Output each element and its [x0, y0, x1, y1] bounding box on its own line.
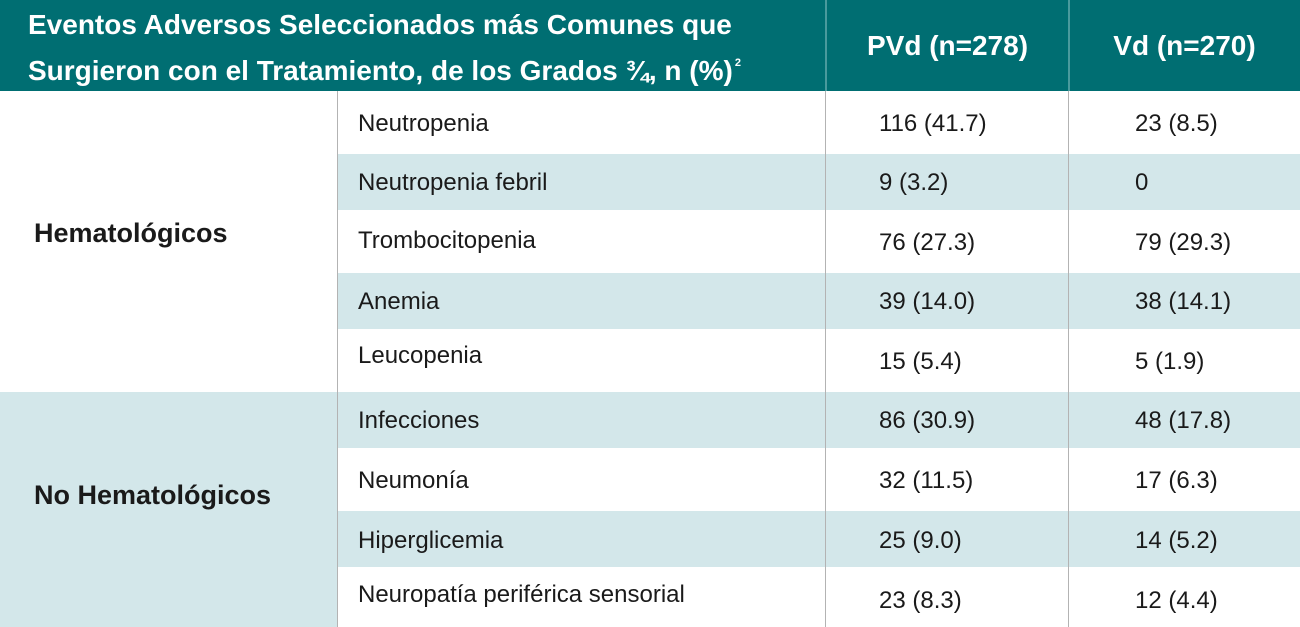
vd-value: 14 (5.2) — [1135, 527, 1218, 554]
table-header: Eventos Adversos Seleccionados más Comun… — [0, 0, 1300, 91]
column-divider — [825, 91, 826, 627]
event-name: Trombocitopenia — [358, 227, 536, 254]
header-title-line-2-text: Surgieron con el Tratamiento, de los Gra… — [28, 55, 733, 86]
header-col-pvd: PVd (n=278) — [866, 29, 1029, 61]
vd-value: 23 (8.5) — [1135, 110, 1218, 137]
column-divider — [1068, 91, 1069, 627]
vd-value: 48 (17.8) — [1135, 407, 1232, 434]
vd-value: 79 (29.3) — [1135, 229, 1232, 256]
pvd-value: 25 (9.0) — [879, 527, 962, 554]
pvd-value: 32 (11.5) — [879, 467, 974, 494]
event-name: Infecciones — [358, 407, 480, 434]
column-divider — [337, 91, 338, 627]
category-block-non-hematologic: No Hematológicos — [0, 392, 338, 627]
category-label-non-hematologic: No Hematológicos — [34, 480, 272, 510]
row-band — [338, 511, 1300, 567]
row-band — [338, 154, 1300, 210]
event-name: Hiperglicemia — [358, 527, 504, 554]
event-name: Neutropenia — [358, 110, 489, 137]
header-title-line-1: Eventos Adversos Seleccionados más Comun… — [28, 9, 732, 40]
pvd-value: 9 (3.2) — [879, 169, 949, 196]
vd-value: 12 (4.4) — [1135, 587, 1218, 614]
event-name: Anemia — [358, 288, 440, 315]
pvd-value: 39 (14.0) — [879, 288, 976, 315]
row-band — [338, 392, 1300, 448]
event-name: Neutropenia febril — [358, 169, 548, 196]
header-title-footnote: 2 — [734, 57, 741, 69]
header-col-vd: Vd (n=270) — [1113, 29, 1256, 61]
vd-value: 5 (1.9) — [1135, 348, 1205, 375]
header-separator — [825, 0, 827, 91]
vd-value: 17 (6.3) — [1135, 467, 1218, 494]
pvd-value: 23 (8.3) — [879, 587, 962, 614]
header-separator — [1068, 0, 1070, 91]
event-name: Neuropatía periférica sensorial — [358, 581, 685, 608]
row-band — [338, 273, 1300, 329]
header-title: Eventos Adversos Seleccionados más Comun… — [28, 6, 828, 90]
category-label-hematologic: Hematológicos — [34, 218, 228, 248]
pvd-value: 15 (5.4) — [879, 348, 962, 375]
vd-value: 0 — [1135, 169, 1149, 196]
pvd-value: 76 (27.3) — [879, 229, 976, 256]
pvd-value: 116 (41.7) — [879, 110, 987, 137]
event-name: Leucopenia — [358, 342, 483, 369]
category-block-hematologic: Hematológicos — [0, 91, 338, 392]
pvd-value: 86 (30.9) — [879, 407, 976, 434]
event-name: Neumonía — [358, 467, 469, 494]
header-title-line-2: Surgieron con el Tratamiento, de los Gra… — [28, 44, 828, 90]
vd-value: 38 (14.1) — [1135, 288, 1232, 315]
